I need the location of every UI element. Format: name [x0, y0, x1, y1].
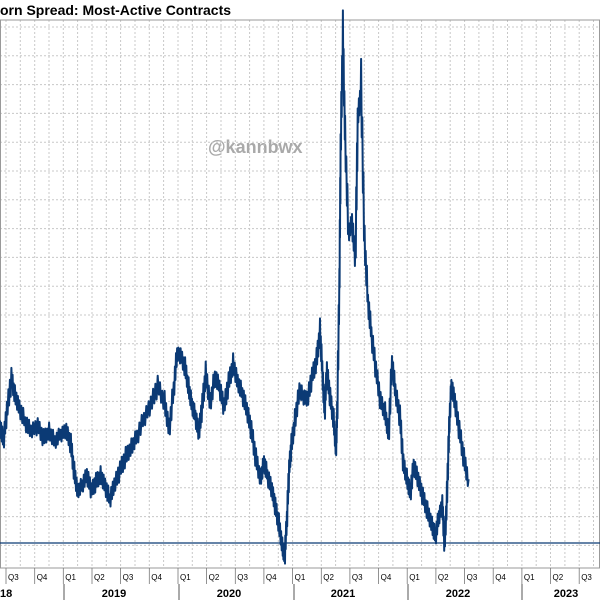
x-tick-label: Q3	[237, 573, 248, 582]
x-tick-label: Q3	[581, 573, 592, 582]
x-tick-label: Q2	[209, 573, 220, 582]
x-tick-label: Q3	[8, 573, 19, 582]
year-label: 2018	[0, 588, 12, 600]
year-label: 2020	[217, 588, 241, 600]
x-tick-label: Q4	[151, 573, 162, 582]
grid	[0, 20, 600, 568]
x-tick-label: Q1	[524, 573, 535, 582]
chart-title: orn Spread: Most-Active Contracts	[0, 2, 232, 18]
x-axis: Q3 Q4 Q1 Q2 Q3 Q4 Q1 Q2 Q3 Q4 Q1 Q2 Q3 Q4 Q1 Q2 Q3 Q4 Q1 Q2…	[0, 568, 592, 600]
x-tick-label: Q1	[295, 573, 306, 582]
x-tick-label: Q3	[467, 573, 478, 582]
x-tick-label: Q4	[495, 573, 506, 582]
x-tick-label: Q1	[180, 573, 191, 582]
x-tick-label: Q2	[323, 573, 334, 582]
x-tick-label: Q4	[37, 573, 48, 582]
x-tick-label: Q1	[409, 573, 420, 582]
year-label: 2022	[446, 588, 470, 600]
watermark: @kannbwx	[208, 137, 303, 157]
x-tick-label: Q2	[553, 573, 564, 582]
data-line-series-1	[0, 9, 470, 565]
x-tick-label: Q4	[266, 573, 277, 582]
x-tick-label: Q3	[352, 573, 363, 582]
x-tick-label: Q4	[381, 573, 392, 582]
x-tick-label: Q2	[438, 573, 449, 582]
x-tick-label: Q2	[94, 573, 105, 582]
x-tick-label: Q3	[123, 573, 134, 582]
series-layer	[0, 9, 470, 565]
year-label: 2023	[554, 588, 578, 600]
year-label: 2019	[102, 588, 126, 600]
year-label: 2021	[331, 588, 355, 600]
x-tick-label: Q1	[65, 573, 76, 582]
